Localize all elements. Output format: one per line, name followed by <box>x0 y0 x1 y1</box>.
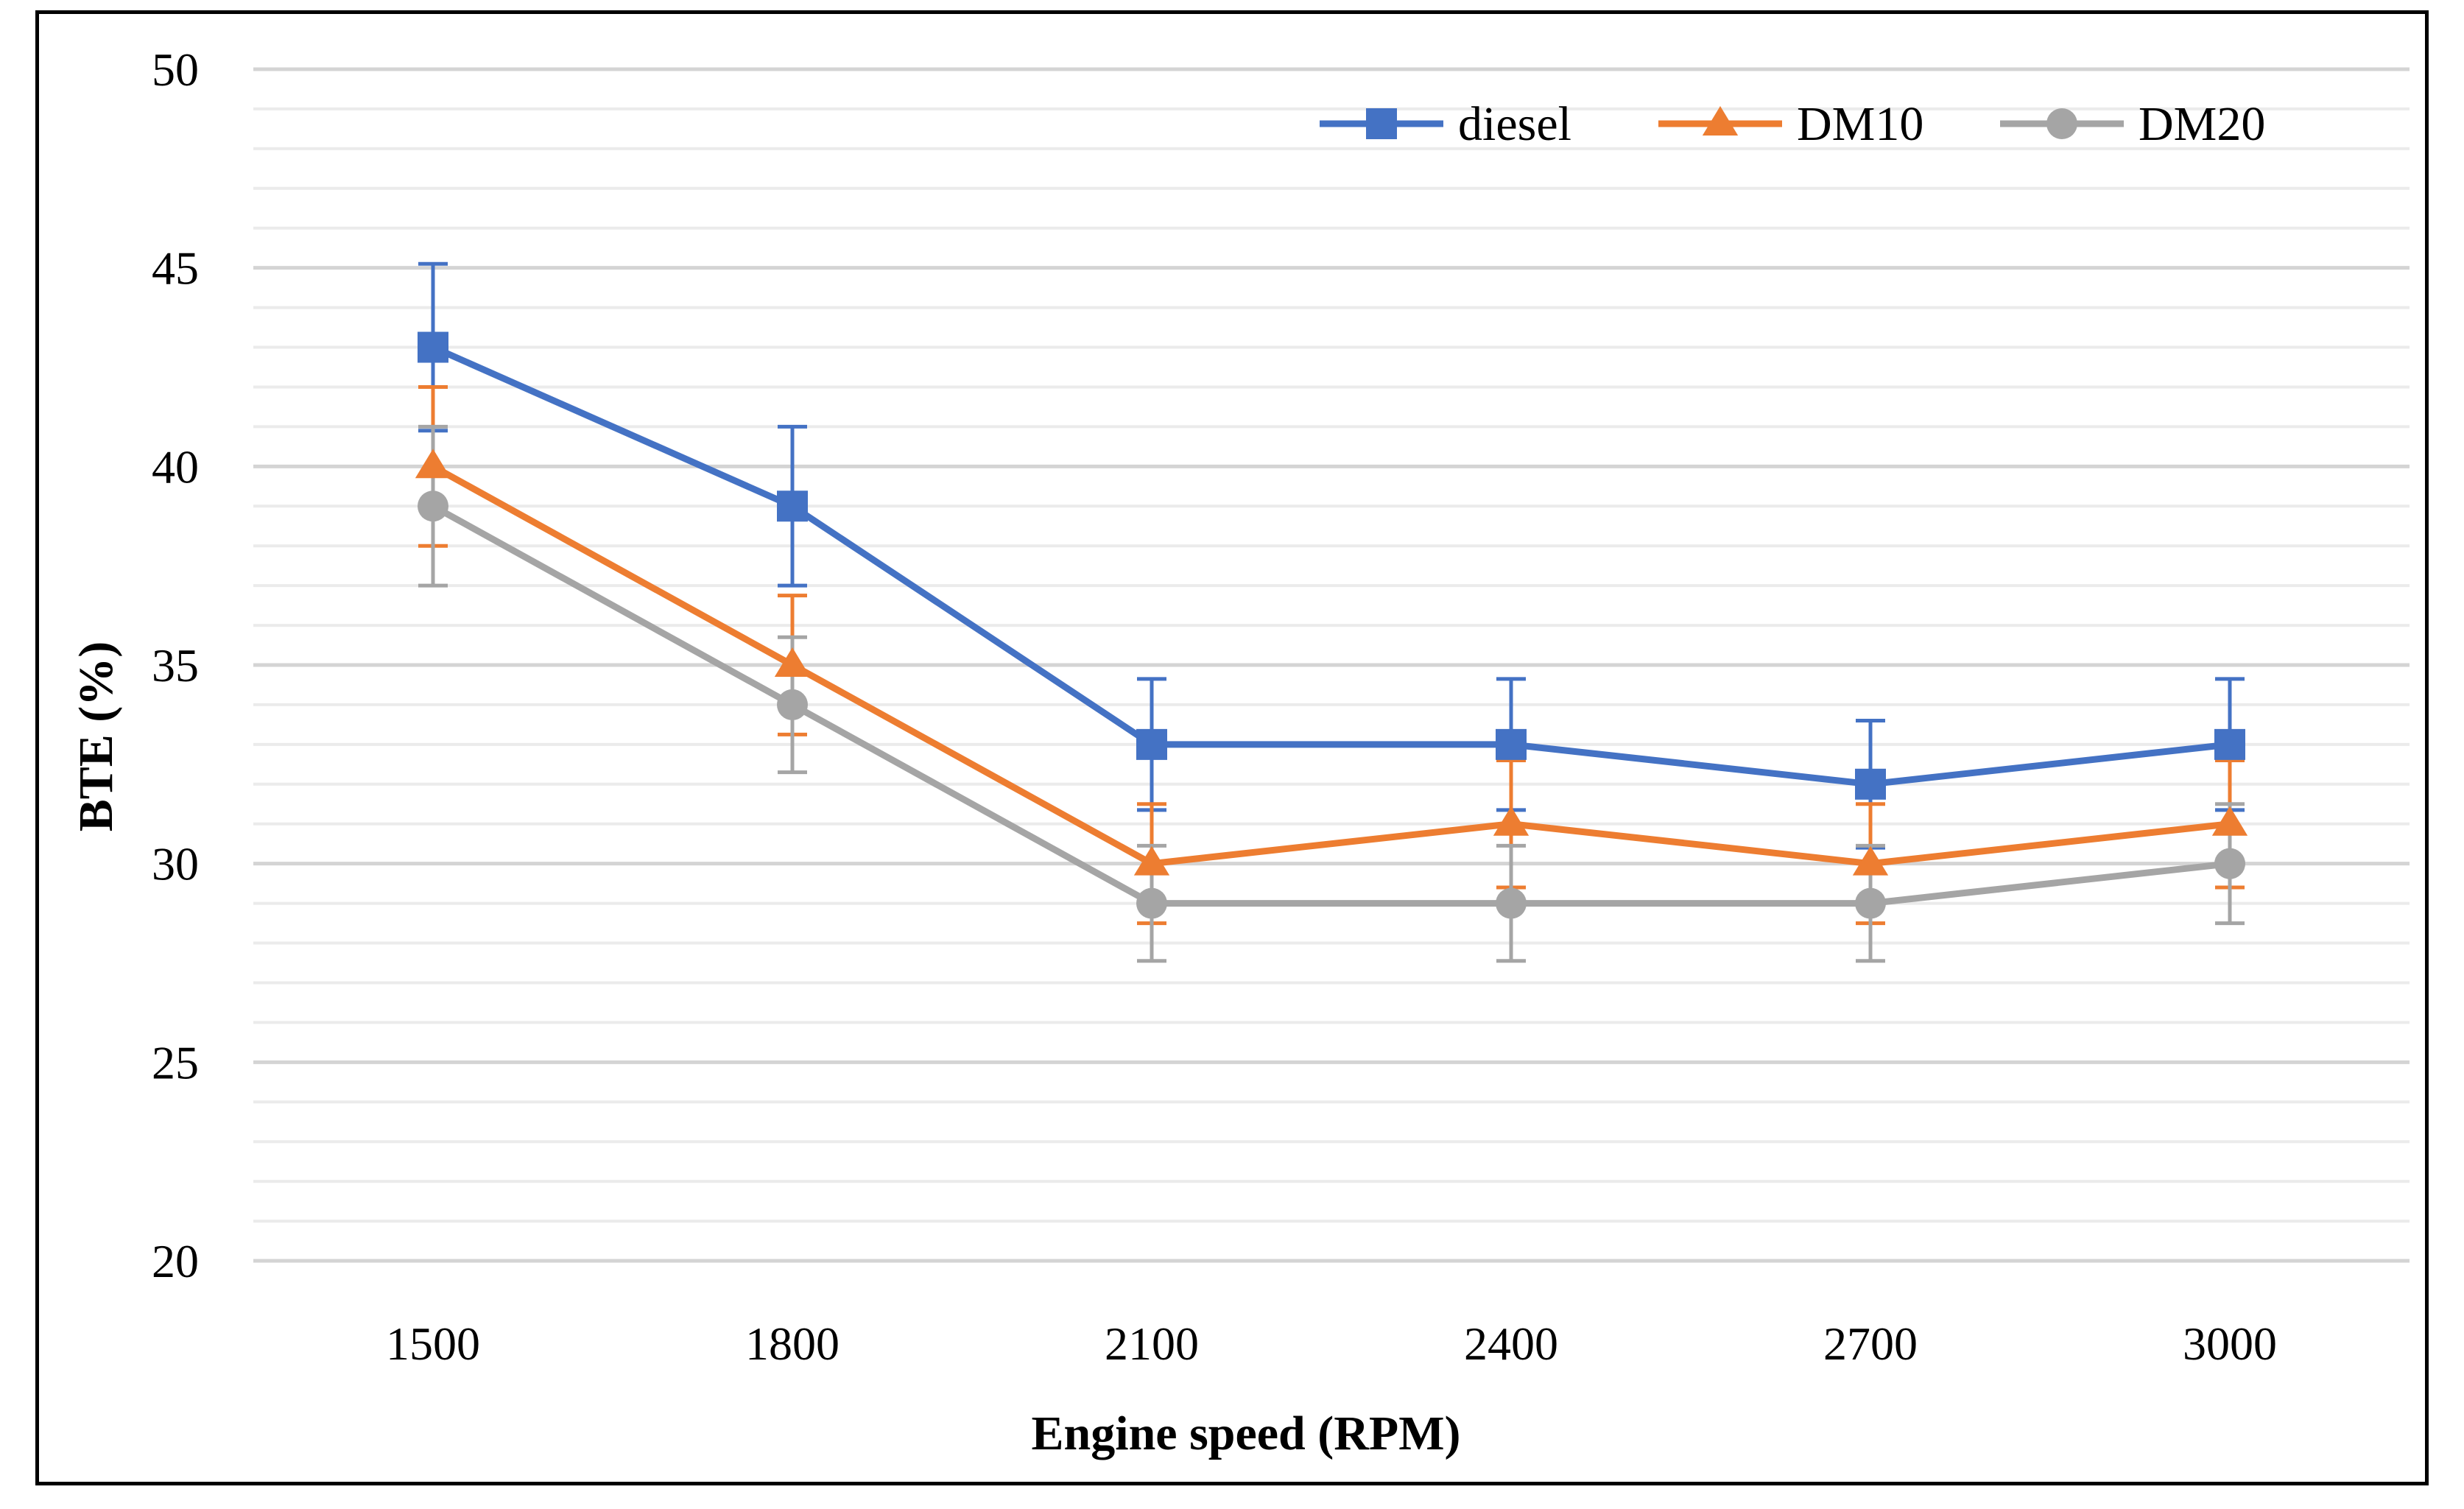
y-axis-title: BTE (%) <box>69 641 123 832</box>
data-point-diesel <box>418 331 448 363</box>
x-tick-label: 1800 <box>745 1318 839 1370</box>
y-tick-label: 35 <box>152 639 199 692</box>
data-point-diesel <box>1496 728 1527 760</box>
data-point-DM20 <box>418 490 448 522</box>
y-tick-label: 20 <box>152 1235 199 1287</box>
legend: diesel DM10 DM20 <box>1320 97 2265 151</box>
y-tick-label: 45 <box>152 242 199 295</box>
data-point-DM20 <box>777 689 808 720</box>
data-point-diesel <box>1136 728 1167 760</box>
y-tick-label: 30 <box>152 838 199 890</box>
data-point-DM10 <box>2211 806 2248 836</box>
x-axis-ticks: 1500 1800 2100 2400 2700 3000 <box>386 1318 2277 1370</box>
y-tick-label: 40 <box>152 440 199 493</box>
data-point-DM20 <box>1136 887 1167 919</box>
series-markers <box>415 331 2248 919</box>
data-point-diesel <box>777 490 808 522</box>
data-point-DM10 <box>1133 845 1170 876</box>
legend-label: DM20 <box>2139 97 2265 151</box>
legend-item-diesel: diesel <box>1320 97 1571 151</box>
legend-marker <box>1366 108 1397 139</box>
series-line-DM10 <box>431 463 2231 868</box>
x-tick-label: 2100 <box>1105 1318 1199 1370</box>
data-point-DM20 <box>2214 848 2245 879</box>
y-tick-label: 50 <box>152 43 199 96</box>
x-tick-label: 2400 <box>1464 1318 1558 1370</box>
data-point-diesel <box>1855 768 1886 800</box>
data-point-DM20 <box>1855 887 1886 919</box>
series-line-DM20 <box>431 503 2231 907</box>
x-tick-label: 1500 <box>386 1318 480 1370</box>
legend-label: DM10 <box>1797 97 1923 151</box>
series-line-diesel <box>432 344 2231 788</box>
data-point-DM10 <box>1493 806 1530 836</box>
legend-label: diesel <box>1458 97 1571 151</box>
grid-layer <box>253 67 2410 1263</box>
legend-item-DM10: DM10 <box>1658 97 1923 151</box>
legend-marker <box>2046 108 2077 139</box>
data-point-DM10 <box>1852 845 1889 876</box>
x-axis-title: Engine speed (RPM) <box>1032 1407 1461 1460</box>
y-tick-label: 25 <box>152 1036 199 1088</box>
data-point-diesel <box>2214 728 2245 760</box>
data-point-DM20 <box>1496 887 1527 919</box>
chart-frame <box>35 10 2429 1485</box>
legend-marker <box>1702 106 1739 136</box>
legend-item-DM20: DM20 <box>2000 97 2265 151</box>
data-point-DM10 <box>415 449 451 479</box>
x-tick-label: 2700 <box>1823 1318 1918 1370</box>
x-tick-label: 3000 <box>2183 1318 2277 1370</box>
data-point-DM10 <box>774 647 811 677</box>
y-axis-ticks: 20 25 30 35 40 45 50 <box>152 43 199 1287</box>
series-lines <box>431 344 2231 907</box>
